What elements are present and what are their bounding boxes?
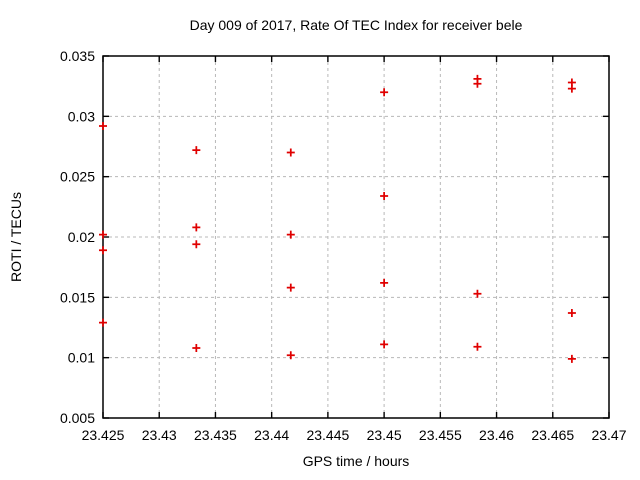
- x-tick-label: 23.47: [591, 427, 626, 443]
- y-tick-label: 0.005: [60, 410, 95, 426]
- data-point-marker: [99, 246, 107, 255]
- tick-labels: 23.425 23.43 23.435 23.44 23.445 23.45 23.455 2…: [60, 48, 627, 443]
- data-point-marker: [473, 342, 482, 351]
- y-axis-label: ROTI / TECUs: [8, 192, 24, 282]
- data-point-marker: [380, 278, 389, 287]
- data-point-marker: [286, 230, 295, 239]
- y-tick-label: 0.015: [60, 289, 95, 305]
- data-point-marker: [567, 84, 576, 93]
- y-tick-label: 0.035: [60, 48, 95, 64]
- data-point-marker: [286, 283, 295, 292]
- chart-title: Day 009 of 2017, Rate Of TEC Index for r…: [190, 17, 523, 33]
- data-point-marker: [192, 223, 201, 232]
- y-tick-label: 0.025: [60, 169, 95, 185]
- x-tick-label: 23.45: [367, 427, 402, 443]
- x-tick-label: 23.465: [531, 427, 574, 443]
- data-point-marker: [99, 318, 107, 327]
- x-tick-label: 23.445: [306, 427, 349, 443]
- data-point-marker: [567, 309, 576, 318]
- x-tick-label: 23.44: [254, 427, 289, 443]
- data-point-marker: [380, 191, 389, 200]
- data-point-marker: [99, 230, 107, 239]
- x-tick-label: 23.46: [479, 427, 514, 443]
- data-points: [99, 74, 576, 363]
- data-point-marker: [286, 148, 295, 157]
- y-tick-label: 0.03: [68, 108, 95, 124]
- x-tick-label: 23.43: [142, 427, 177, 443]
- data-point-marker: [380, 88, 389, 97]
- y-tick-label: 0.01: [68, 350, 95, 366]
- data-point-marker: [192, 344, 201, 353]
- x-tick-label: 23.455: [419, 427, 462, 443]
- data-point-marker: [192, 146, 201, 155]
- y-tick-label: 0.02: [68, 229, 95, 245]
- data-point-marker: [192, 240, 201, 249]
- data-point-marker: [380, 340, 389, 349]
- x-axis-label: GPS time / hours: [303, 453, 410, 469]
- data-point-marker: [286, 351, 295, 360]
- data-point-marker: [99, 121, 107, 130]
- x-tick-label: 23.425: [82, 427, 125, 443]
- data-point-marker: [473, 289, 482, 298]
- data-point-marker: [567, 354, 576, 363]
- data-point-marker: [473, 79, 482, 88]
- gridlines: [102, 55, 610, 419]
- x-tick-label: 23.435: [194, 427, 237, 443]
